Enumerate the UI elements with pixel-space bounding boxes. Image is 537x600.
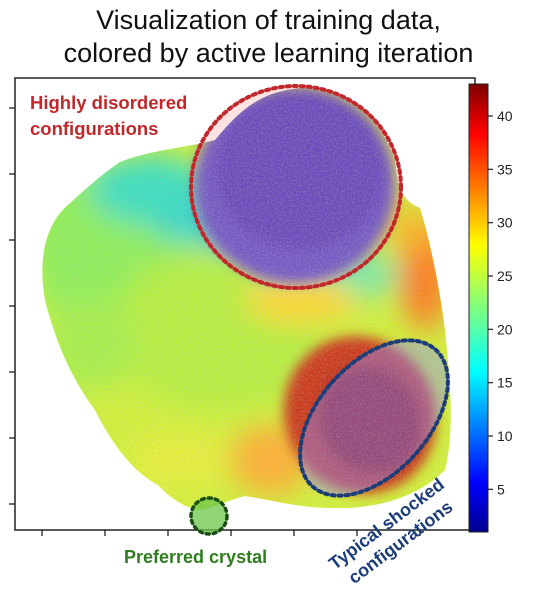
colorbar-tick-label: 5 xyxy=(497,481,505,497)
shocked-region-ellipse xyxy=(298,338,450,498)
colorbar-tick-label: 35 xyxy=(497,161,513,177)
crystal-region-circle xyxy=(189,496,229,536)
x-axis-ticks xyxy=(41,530,421,536)
chart-title-line-1: Visualization of training data, xyxy=(96,5,441,35)
colorbar-ticks: 5 10 15 20 25 30 35 40 xyxy=(488,108,513,497)
colorbar-tick-label: 10 xyxy=(497,428,513,444)
y-axis-ticks xyxy=(9,107,15,505)
disordered-region-circle xyxy=(189,84,403,290)
disordered-label-line-1: Highly disordered xyxy=(30,92,187,113)
colorbar-tick-label: 30 xyxy=(497,215,513,231)
colorbar-tick-label: 25 xyxy=(497,268,513,284)
colorbar-tick-label: 20 xyxy=(497,321,513,337)
disordered-label-line-2: configurations xyxy=(30,118,158,139)
chart-title-line-2: colored by active learning iteration xyxy=(63,38,474,68)
colorbar xyxy=(468,83,489,533)
colorbar-tick-label: 40 xyxy=(497,108,513,124)
colorbar-tick-label: 15 xyxy=(497,375,513,391)
crystal-label: Preferred crystal xyxy=(124,547,267,567)
